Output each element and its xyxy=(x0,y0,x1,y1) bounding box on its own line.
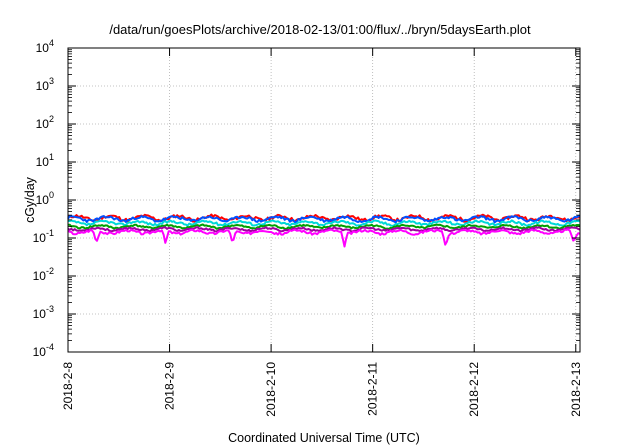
y-axis-label: cGy/day xyxy=(23,176,37,223)
y-tick-label: 103 xyxy=(36,76,54,93)
x-tick-label: 2018-2-8 xyxy=(61,362,75,410)
chart-title: /data/run/goesPlots/archive/2018-02-13/0… xyxy=(109,22,531,37)
x-axis-label: Coordinated Universal Time (UTC) xyxy=(228,431,420,445)
y-tick-label: 100 xyxy=(36,190,54,207)
series-line xyxy=(68,219,581,227)
x-axis: 2018-2-8 2018-2-9 2018-2-10 2018-2-11 2018-2… xyxy=(61,48,583,417)
y-tick-label: 104 xyxy=(36,38,54,55)
y-tick-label: 10-1 xyxy=(33,228,54,245)
x-tick-label: 2018-2-11 xyxy=(366,362,380,416)
grid xyxy=(68,48,580,352)
x-tick-label: 2018-2-13 xyxy=(569,362,583,417)
y-tick-label: 10-3 xyxy=(33,304,54,321)
series-line xyxy=(67,215,581,224)
y-tick-label: 10-4 xyxy=(33,342,54,359)
series-line xyxy=(67,213,580,223)
y-tick-label: 102 xyxy=(36,114,54,131)
y-tick-label: 101 xyxy=(36,152,54,169)
series-line xyxy=(67,228,581,248)
x-tick-label: 2018-2-10 xyxy=(264,362,278,417)
x-tick-label: 2018-2-9 xyxy=(163,362,177,410)
y-tick-label: 10-2 xyxy=(33,266,54,283)
x-tick-label: 2018-2-12 xyxy=(467,362,481,417)
series-line xyxy=(67,223,581,230)
series-lines xyxy=(67,213,581,248)
